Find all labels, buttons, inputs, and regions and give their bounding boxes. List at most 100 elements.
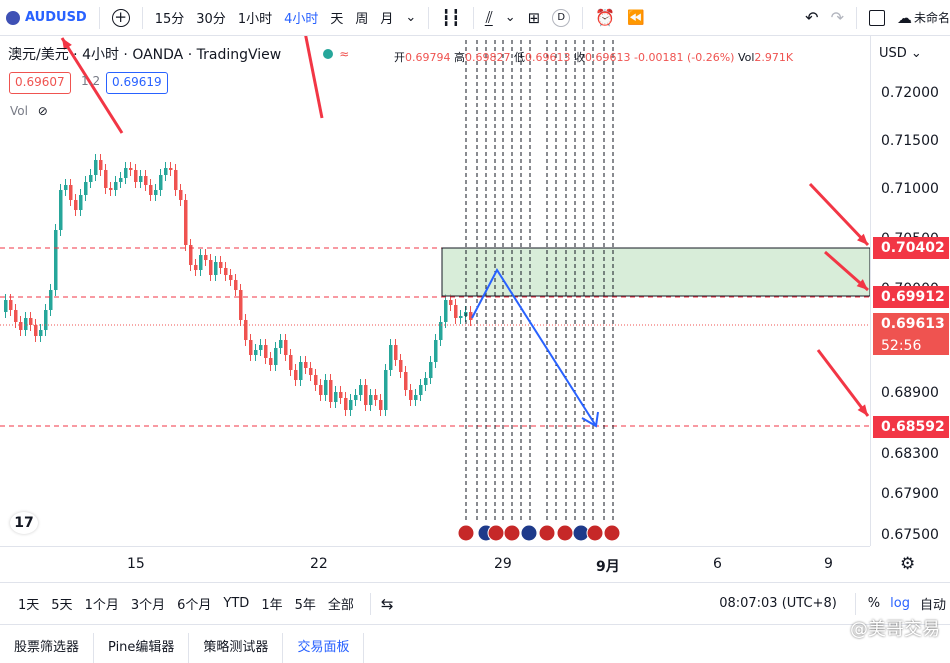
auto-toggle[interactable]: 自动 <box>919 598 946 613</box>
candle-body <box>74 200 78 210</box>
range-ytd[interactable]: YTD <box>223 596 250 611</box>
range-5d[interactable]: 5天 <box>51 598 73 613</box>
drawings-group <box>0 36 870 542</box>
candle-body <box>19 322 23 330</box>
price-label[interactable]: 0.70402 <box>873 237 949 259</box>
candle-body <box>359 385 363 395</box>
unnamed-label: 未命名 <box>913 11 950 25</box>
candle-body <box>219 262 223 268</box>
candle-body <box>274 348 278 365</box>
price-label[interactable]: 0.69613 52:56 <box>873 313 949 355</box>
xtick-15: 15 <box>127 556 145 572</box>
chart-type-button[interactable]: ┇┇ <box>435 4 466 32</box>
range-1d[interactable]: 1天 <box>18 598 40 613</box>
price-label[interactable]: 0.68592 <box>873 416 949 438</box>
bid-price[interactable]: 0.69607 <box>9 72 71 94</box>
symbol-flag-icon <box>6 10 20 25</box>
range-3m[interactable]: 3个月 <box>130 598 166 613</box>
ask-price[interactable]: 0.69619 <box>106 72 168 94</box>
annotation-arrow-top <box>808 182 870 247</box>
interval-15m[interactable]: 15分 <box>154 12 185 27</box>
legend-wave-icon: ≈ <box>339 47 350 61</box>
rewind-icon: ⏪ <box>627 9 645 26</box>
range-1y[interactable]: 1年 <box>261 598 283 613</box>
log-toggle[interactable]: log <box>890 596 910 611</box>
annotation-arrow-bottom <box>816 349 870 417</box>
symbol-search[interactable]: AUDUSD <box>0 4 93 32</box>
time-axis[interactable]: 15 22 29 9月 6 9 ⚙ <box>0 546 915 582</box>
candle-body <box>144 176 148 185</box>
candle-body <box>154 190 158 195</box>
tab-pine-editor[interactable]: Pine编辑器 <box>94 633 190 663</box>
candle-body <box>394 345 398 360</box>
interval-4h[interactable]: 4小时 <box>284 12 319 27</box>
redo-button[interactable]: ↷ <box>825 4 850 32</box>
chevron-down-icon: ⌄ <box>906 46 922 61</box>
eye-hidden-icon[interactable]: ⊘ <box>37 104 48 118</box>
candle-body <box>264 345 268 358</box>
cloud-save[interactable]: ☁ 未命名 <box>891 4 950 32</box>
annotation-arrow-mid-head <box>856 279 868 290</box>
candle-body <box>404 372 408 390</box>
replay-button[interactable]: ⏪ <box>621 4 650 32</box>
currency-selector[interactable]: USD ⌄ <box>879 46 922 61</box>
bottom-tabs: 股票筛选器 Pine编辑器 策略测试器 交易面板 @美哥交易 <box>0 619 950 663</box>
range-6m[interactable]: 6个月 <box>177 598 212 613</box>
range-bar: 1天 5天 1个月 3个月 6个月 YTD 1年 5年 全部 ⇆ 08:07:0… <box>0 582 950 624</box>
tab-strategy-tester[interactable]: 策略测试器 <box>189 633 284 663</box>
undo-icon: ↶ <box>805 8 819 27</box>
range-5y[interactable]: 5年 <box>294 598 316 613</box>
tradingview-logo-icon[interactable]: 17 <box>10 512 38 534</box>
candle-body <box>354 395 358 400</box>
candle-body <box>139 176 143 182</box>
tab-stock-screener[interactable]: 股票筛选器 <box>0 633 95 663</box>
candle-body <box>189 245 193 265</box>
clock-time[interactable]: 08:07:03 (UTC+8) <box>719 596 837 611</box>
candle-body <box>84 182 88 195</box>
percent-toggle[interactable]: % <box>867 596 881 611</box>
candle-body <box>39 330 43 336</box>
fullscreen-button[interactable] <box>863 4 891 32</box>
candle-body <box>34 325 38 336</box>
goto-date-icon[interactable]: ⇆ <box>380 594 394 613</box>
layout-button[interactable]: ⊞ <box>522 4 547 32</box>
interval-1w[interactable]: 周 <box>355 12 369 27</box>
candle-body <box>284 340 288 355</box>
candle-body <box>369 395 373 405</box>
price-label[interactable]: 0.69912 <box>873 286 949 308</box>
candle-body <box>469 312 473 320</box>
interval-30m[interactable]: 30分 <box>196 12 226 27</box>
candle-body <box>59 190 63 230</box>
candle-body <box>454 305 458 318</box>
square-icon <box>868 9 885 26</box>
range-1m[interactable]: 1个月 <box>84 598 119 613</box>
candle-body <box>119 178 123 182</box>
chart-canvas[interactable] <box>0 36 870 546</box>
alert-button[interactable]: ⏰ <box>589 4 621 32</box>
interval-1h[interactable]: 1小时 <box>237 12 273 27</box>
tab-trading-panel[interactable]: 交易面板 <box>283 633 365 663</box>
range-all[interactable]: 全部 <box>327 598 354 613</box>
candle-body <box>234 280 238 290</box>
xtick-sep: 9月 <box>596 559 620 575</box>
undo-button[interactable]: ↶ <box>799 4 824 32</box>
interval-dropdown[interactable]: ⌄ <box>399 4 422 32</box>
candles-group <box>4 154 473 416</box>
compare-button[interactable]: + <box>106 4 136 32</box>
interval-1m[interactable]: 月 <box>380 12 394 27</box>
candle-body <box>164 168 168 175</box>
price-axis[interactable]: USD ⌄ 0.720000.715000.710000.705000.7000… <box>870 36 950 546</box>
event-flag-icon <box>457 524 475 542</box>
candle-body <box>319 385 323 395</box>
projection-arrowhead <box>581 411 599 428</box>
settings-gear-icon[interactable]: ⚙ <box>900 554 916 574</box>
xtick-22: 22 <box>310 556 328 572</box>
interval-1d[interactable]: 天 <box>330 12 344 27</box>
indicators-dropdown[interactable]: ⌄ <box>499 4 522 32</box>
ytick: 0.68300 <box>881 446 939 462</box>
candle-body <box>309 368 313 375</box>
candle-body <box>159 175 163 190</box>
indicator-badge[interactable]: D <box>546 4 576 32</box>
candle-body <box>324 380 328 395</box>
indicators-button[interactable]: ⫽̲ <box>480 4 499 32</box>
